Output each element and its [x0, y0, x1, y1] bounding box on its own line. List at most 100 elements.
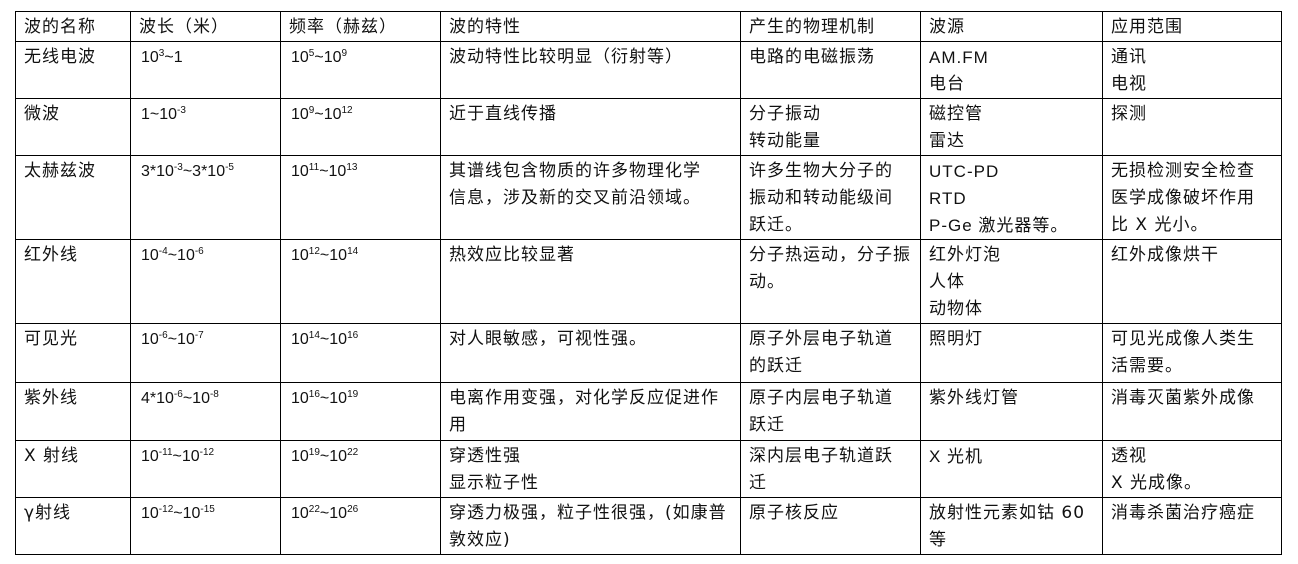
- cell-line: AM.FM: [929, 48, 989, 67]
- exponent: -6: [158, 330, 168, 341]
- cell-line: P-Ge 激光器等。: [929, 216, 1069, 235]
- cell-line: 等: [929, 530, 947, 550]
- value-text: 10: [291, 390, 309, 407]
- cell-property: 波动特性比较明显（衍射等）: [440, 41, 741, 99]
- table-row: 太赫兹波 3*10-3~3*10-5 1011~1013 其谱线包含物质的许多物理化学…: [15, 155, 1282, 240]
- cell-mechanism: 许多生物大分子的 振动和转动能级间 跃迁。: [740, 155, 921, 240]
- cell-wavelength: 103~1: [130, 41, 281, 99]
- cell-wavelength: 10-11~10-12: [130, 440, 281, 498]
- exponent: 14: [347, 246, 359, 257]
- table-row: 微波 1~10-3 109~1012 近于直线传播 分子振动 转动能量 磁控管 雷达 探测: [15, 98, 1282, 156]
- cell-wavelength: 1~10-3: [130, 98, 281, 156]
- cell-line: 显示粒子性: [449, 473, 539, 493]
- cell-mechanism: 分子振动 转动能量: [740, 98, 921, 156]
- value-text: 1~10: [141, 106, 178, 123]
- cell-line: UTC-PD: [929, 162, 1000, 181]
- cell-name: 太赫兹波: [15, 155, 131, 240]
- cell-property: 电离作用变强，对化学反应促进作用: [440, 382, 741, 441]
- cell-property: 对人眼敏感，可视性强。: [440, 323, 741, 383]
- cell-line: X 射线: [24, 446, 80, 466]
- cell-application: 消毒灭菌紫外成像: [1102, 382, 1282, 441]
- cell-line: 电离作用变强，对化学反应促进作: [449, 388, 719, 408]
- table-row: 可见光 10-6~10-7 1014~1016 对人眼敏感，可视性强。 原子外层电子轨道…: [15, 323, 1282, 383]
- cell-line: 跃迁: [749, 415, 785, 435]
- cell-mechanism: 原子核反应: [740, 497, 921, 555]
- value-text: 10: [291, 448, 309, 465]
- cell-line: 探测: [1111, 104, 1147, 124]
- cell-name: γ射线: [15, 497, 131, 555]
- cell-source: AM.FM 电台: [920, 41, 1103, 99]
- table-row: 红外线 10-4~10-6 1012~1014 热效应比较显著 分子热运动，分子振 动。红…: [15, 239, 1282, 324]
- cell-frequency: 105~109: [280, 41, 441, 99]
- cell-frequency: 109~1012: [280, 98, 441, 156]
- cell-line: 热效应比较显著: [449, 245, 575, 265]
- column-header: 波的特性: [440, 11, 741, 42]
- table-row: 无线电波 103~1 105~109 波动特性比较明显（衍射等） 电路的电磁振荡 AM.F…: [15, 41, 1282, 99]
- cell-wavelength: 10-4~10-6: [130, 239, 281, 324]
- cell-source: X 光机: [920, 440, 1103, 498]
- cell-line: 消毒杀菌治疗癌症: [1111, 503, 1255, 523]
- value-text: ~10: [167, 247, 195, 264]
- cell-name: X 射线: [15, 440, 131, 498]
- cell-line: 近于直线传播: [449, 104, 557, 124]
- value-text: 10: [141, 505, 159, 522]
- cell-line: 红外线: [24, 245, 78, 265]
- exponent: -12: [158, 504, 174, 515]
- cell-wavelength: 10-12~10-15: [130, 497, 281, 555]
- exponent: -8: [209, 389, 219, 400]
- value-text: 10: [141, 49, 159, 66]
- value-text: ~10: [319, 331, 348, 348]
- cell-application: 消毒杀菌治疗癌症: [1102, 497, 1282, 555]
- cell-line: 照明灯: [929, 329, 983, 349]
- value-text: ~10: [314, 106, 342, 123]
- cell-mechanism: 深内层电子轨道跃迁: [740, 440, 921, 498]
- value-text: ~10: [167, 331, 195, 348]
- cell-line: γ射线: [24, 503, 72, 523]
- exponent: 11: [308, 162, 320, 173]
- cell-line: 许多生物大分子的: [749, 161, 893, 181]
- exponent: 12: [308, 246, 320, 257]
- cell-line: X 光机: [929, 447, 984, 466]
- exponent: 12: [341, 105, 353, 116]
- cell-line: 电路的电磁振荡: [749, 47, 875, 67]
- cell-frequency: 1019~1022: [280, 440, 441, 498]
- cell-line: 深内层电子轨道跃: [749, 446, 893, 466]
- exponent: 22: [347, 447, 359, 458]
- column-header: 频率（赫兹）: [280, 11, 441, 42]
- cell-line: 的跃迁: [749, 356, 803, 376]
- cell-frequency: 1012~1014: [280, 239, 441, 324]
- cell-mechanism: 原子内层电子轨道 跃迁: [740, 382, 921, 441]
- cell-line: 敦效应): [449, 530, 511, 550]
- cell-application: 红外成像烘干: [1102, 239, 1282, 324]
- cell-source: 放射性元素如钴 60 等: [920, 497, 1103, 555]
- cell-name: 微波: [15, 98, 131, 156]
- cell-line: 无损检测安全检查: [1111, 161, 1255, 181]
- cell-line: 医学成像破坏作用: [1111, 188, 1255, 208]
- cell-property: 穿透性强 显示粒子性: [440, 440, 741, 498]
- cell-line: 可见光成像人类生: [1111, 329, 1255, 349]
- cell-line: 红外灯泡: [929, 245, 1001, 265]
- electromagnetic-wave-table: 波的名称 波长（米） 频率（赫兹） 波的特性 产生的物理机制 波源 应用范围 无线电波 103…: [15, 11, 1282, 555]
- exponent: -3: [177, 105, 186, 116]
- cell-application: 无损检测安全检查 医学成像破坏作用比 X 光小。: [1102, 155, 1282, 240]
- exponent: 26: [347, 504, 359, 515]
- cell-line: 紫外线: [24, 388, 78, 408]
- cell-line: 动。: [749, 272, 785, 292]
- value-text: ~10: [172, 448, 200, 465]
- exponent: -15: [200, 504, 215, 515]
- cell-line: 透视: [1111, 446, 1147, 466]
- value-text: ~10: [319, 163, 347, 180]
- value-text: 10: [291, 106, 309, 123]
- exponent: 13: [346, 162, 358, 173]
- exponent: -5: [225, 162, 234, 173]
- cell-application: 通讯 电视: [1102, 41, 1282, 99]
- exponent: 14: [308, 330, 320, 341]
- cell-application: 探测: [1102, 98, 1282, 156]
- cell-wavelength: 4*10-6~10-8: [130, 382, 281, 441]
- value-text: ~1: [164, 49, 183, 66]
- value-text: 10: [291, 163, 309, 180]
- cell-line: 原子核反应: [749, 503, 839, 523]
- cell-line: 无线电波: [24, 47, 96, 67]
- cell-frequency: 1014~1016: [280, 323, 441, 383]
- cell-line: 穿透力极强，粒子性很强，(如康普: [449, 503, 727, 523]
